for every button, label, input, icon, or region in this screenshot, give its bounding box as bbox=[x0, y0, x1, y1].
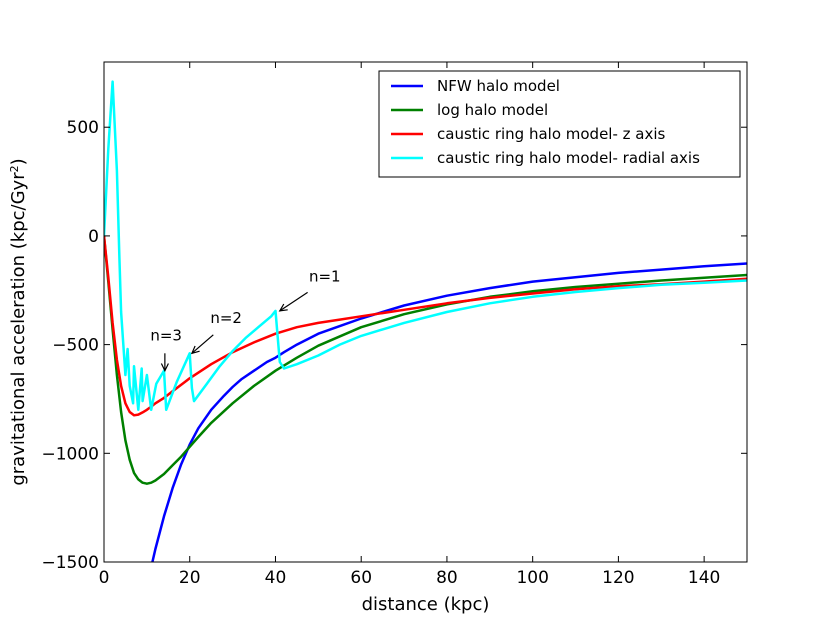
x-tick-label: 40 bbox=[265, 568, 287, 588]
x-tick-label: 140 bbox=[688, 568, 720, 588]
annotation-arrowhead-1 bbox=[278, 303, 288, 312]
y-tick-label: −1000 bbox=[41, 444, 99, 464]
legend-label-3: caustic ring halo model- z axis bbox=[437, 125, 666, 143]
y-axis-label-close: ) bbox=[8, 158, 29, 165]
x-tick-label: 100 bbox=[516, 568, 548, 588]
legend-label-2: log halo model bbox=[437, 101, 548, 119]
y-tick-label: 500 bbox=[67, 118, 99, 138]
legend-box bbox=[378, 70, 741, 178]
annotation-label-2: n=2 bbox=[210, 309, 242, 327]
series-line-2 bbox=[104, 235, 747, 485]
x-tick-label: 60 bbox=[350, 568, 372, 588]
annotation-arrow-1 bbox=[279, 291, 308, 312]
y-axis-label-main: gravitational acceleration (kpc/Gyr bbox=[8, 172, 29, 486]
x-tick-label: 120 bbox=[602, 568, 634, 588]
tick-layer: 0 20 40 60 80 100 120 140 −1500 −1000 −500 0 500 bbox=[41, 62, 747, 588]
y-axis-label-superscript: 2 bbox=[8, 165, 21, 172]
annotation-arrowhead-2 bbox=[190, 345, 200, 355]
x-tick-label: 20 bbox=[179, 568, 201, 588]
series-line-3 bbox=[104, 235, 747, 417]
series-line-4 bbox=[104, 80, 747, 412]
legend: NFW halo model log halo model caustic ring… bbox=[378, 70, 741, 178]
legend-label-1: NFW halo model bbox=[437, 77, 560, 95]
x-tick-label: 80 bbox=[436, 568, 458, 588]
y-tick-label: 0 bbox=[88, 227, 99, 247]
y-tick-label: −500 bbox=[52, 336, 99, 356]
y-axis-label: gravitational acceleration (kpc/Gyr2) bbox=[8, 158, 30, 485]
annotation-arrow-2 bbox=[191, 334, 214, 354]
annotation-layer: n=1 n=2 n=3 bbox=[150, 268, 341, 373]
annotation-label-3: n=3 bbox=[150, 326, 182, 344]
x-tick-label: 0 bbox=[99, 568, 110, 588]
x-axis-label: distance (kpc) bbox=[362, 594, 490, 615]
plot-frame bbox=[103, 61, 748, 563]
series-layer bbox=[104, 80, 747, 562]
y-tick-label: −1500 bbox=[41, 553, 99, 573]
legend-label-4: caustic ring halo model- radial axis bbox=[437, 149, 700, 167]
annotation-label-1: n=1 bbox=[309, 268, 341, 286]
annotation-arrowhead-3 bbox=[160, 363, 169, 373]
